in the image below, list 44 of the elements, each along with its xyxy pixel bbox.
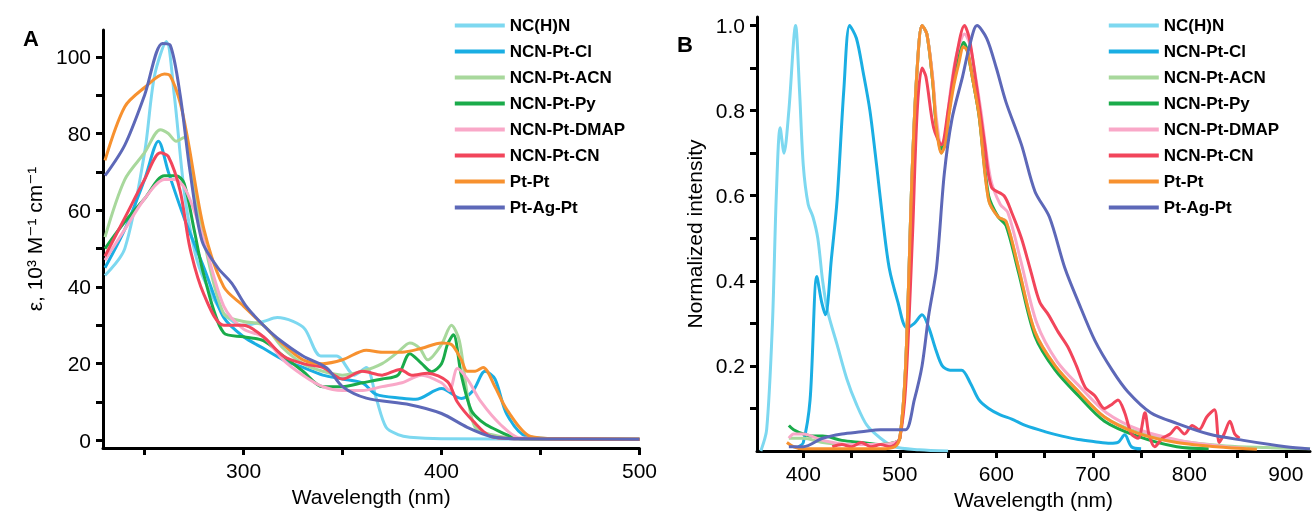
text: B: [677, 31, 693, 57]
legend-label: NCN-Pt-Cl: [509, 42, 592, 61]
y-tick-label: 60: [67, 198, 91, 222]
legend-label: Pt-Pt: [1163, 172, 1204, 191]
y-tick-label: 20: [67, 352, 91, 376]
x-tick-label: 400: [785, 462, 821, 485]
chart-title: A: [23, 25, 39, 51]
y-tick-label: 40: [67, 275, 91, 299]
line-series: [797, 24, 1143, 451]
legend-label: NCN-Pt-ACN: [509, 68, 612, 87]
x-tick-label: 400: [423, 459, 460, 482]
legend-label: NCN-Pt-DMAP: [1163, 120, 1280, 139]
y-tick-label: 0.4: [715, 269, 746, 293]
legend-label: Pt-Pt: [509, 172, 550, 191]
x-tick-label: 600: [978, 462, 1014, 485]
legend-label: NC(H)N: [1163, 16, 1225, 35]
x-tick-label: 500: [621, 459, 657, 482]
line-series: [759, 24, 950, 453]
y-tick-label: 0.8: [715, 99, 745, 123]
legend-label: NCN-Pt-Py: [1163, 94, 1251, 113]
x-tick-label: 700: [1075, 462, 1111, 485]
x-tick-label: 500: [882, 462, 918, 485]
y-axis-title: ε, 10³ M⁻¹ cm⁻¹: [23, 166, 47, 312]
legend-label: NCN-Pt-CN: [509, 146, 600, 165]
legend-label: NCN-Pt-Cl: [1163, 42, 1246, 61]
x-axis-title: Wavelength (nm): [953, 487, 1114, 511]
legend-label: NCN-Pt-CN: [1163, 146, 1254, 165]
y-tick-label: 0.2: [715, 354, 745, 378]
y-axis-title: Normalized intensity: [682, 138, 706, 329]
y-tick-label: 100: [55, 45, 91, 69]
legend-label: NCN-Pt-Py: [509, 94, 597, 113]
legend-label: NC(H)N: [509, 16, 571, 35]
legend-label: Pt-Ag-Pt: [1163, 198, 1233, 217]
y-tick-label: 1.0: [715, 14, 745, 38]
x-axis-title: Wavelength (nm): [291, 484, 451, 508]
y-tick-label: 80: [67, 122, 91, 146]
x-tick-label: 900: [1268, 462, 1304, 485]
legend-label: Pt-Ag-Pt: [509, 198, 579, 217]
legend-label: NCN-Pt-DMAP: [509, 120, 626, 139]
x-tick-label: 300: [226, 459, 262, 482]
y-tick-label: 0: [79, 428, 91, 452]
legend-label: NCN-Pt-ACN: [1163, 68, 1266, 87]
x-tick-label: 800: [1171, 462, 1207, 485]
y-tick-label: 0.6: [715, 184, 745, 208]
